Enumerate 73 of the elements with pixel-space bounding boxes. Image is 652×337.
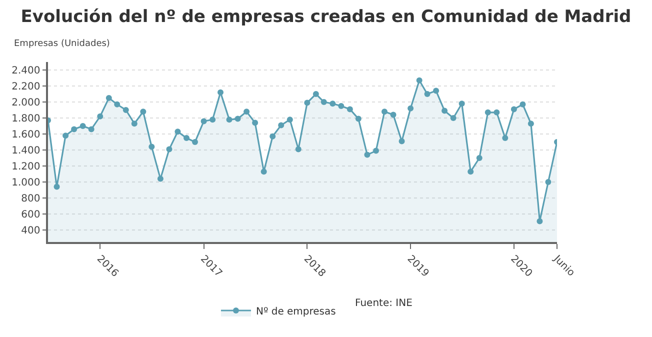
y-tick-label: 1.400 bbox=[12, 146, 40, 156]
point bbox=[433, 88, 440, 94]
point bbox=[545, 179, 552, 185]
point bbox=[390, 112, 396, 118]
y-tick-label: 2.200 bbox=[12, 82, 40, 92]
point bbox=[244, 108, 250, 115]
point bbox=[320, 99, 327, 105]
point bbox=[312, 91, 319, 97]
y-tick-label: 1.800 bbox=[12, 114, 40, 124]
point bbox=[364, 152, 370, 158]
y-tick-label: 2.000 bbox=[12, 98, 40, 108]
point bbox=[140, 108, 146, 115]
point bbox=[200, 118, 207, 124]
point bbox=[408, 105, 414, 112]
y-axis-title: Empresas (Unidades) bbox=[14, 39, 110, 49]
y-tick-label: 1.000 bbox=[12, 178, 40, 188]
point bbox=[510, 106, 517, 112]
point bbox=[424, 91, 430, 97]
y-tick-label: 2.400 bbox=[12, 66, 40, 76]
point bbox=[502, 135, 508, 141]
point bbox=[157, 176, 164, 182]
point bbox=[520, 101, 526, 108]
point bbox=[62, 132, 69, 139]
point bbox=[106, 95, 112, 101]
point bbox=[270, 133, 276, 140]
point bbox=[468, 168, 474, 175]
point bbox=[338, 103, 344, 109]
y-tick-label: 1.600 bbox=[12, 130, 40, 140]
point bbox=[252, 120, 258, 126]
point bbox=[234, 116, 241, 122]
y-tick-label: 600 bbox=[21, 210, 40, 220]
point bbox=[226, 116, 232, 123]
point bbox=[71, 126, 78, 132]
point bbox=[148, 144, 155, 150]
point bbox=[97, 113, 104, 120]
point bbox=[184, 135, 190, 141]
point bbox=[373, 148, 379, 154]
point bbox=[218, 89, 224, 96]
point bbox=[346, 106, 353, 112]
point bbox=[286, 116, 293, 123]
point bbox=[278, 122, 284, 128]
point bbox=[476, 155, 482, 161]
point bbox=[88, 126, 94, 132]
point bbox=[174, 128, 181, 135]
point bbox=[484, 109, 491, 116]
point bbox=[131, 120, 138, 127]
point bbox=[122, 107, 129, 113]
point bbox=[166, 146, 172, 152]
point bbox=[398, 138, 405, 144]
point bbox=[494, 109, 500, 116]
legend-label: Nº de empresas bbox=[256, 306, 336, 318]
point bbox=[80, 123, 86, 129]
point bbox=[295, 146, 302, 152]
point bbox=[355, 116, 362, 122]
point bbox=[528, 120, 534, 127]
point bbox=[114, 101, 120, 108]
y-tick-label: 400 bbox=[21, 226, 40, 236]
point bbox=[450, 115, 456, 121]
point bbox=[304, 100, 310, 106]
chart-title: Evolución del nº de empresas creadas en Comunidad de Madrid bbox=[20, 7, 632, 28]
source-note: Fuente: INE bbox=[355, 298, 412, 309]
point bbox=[54, 184, 60, 190]
point bbox=[382, 108, 388, 115]
point bbox=[260, 168, 267, 175]
y-tick-label: 1.200 bbox=[12, 162, 40, 172]
point bbox=[330, 100, 336, 107]
point bbox=[536, 218, 543, 224]
point bbox=[192, 139, 198, 145]
y-tick-label: 800 bbox=[21, 194, 40, 204]
point bbox=[210, 116, 216, 123]
point bbox=[458, 100, 465, 107]
point bbox=[442, 108, 448, 114]
point bbox=[416, 77, 422, 84]
